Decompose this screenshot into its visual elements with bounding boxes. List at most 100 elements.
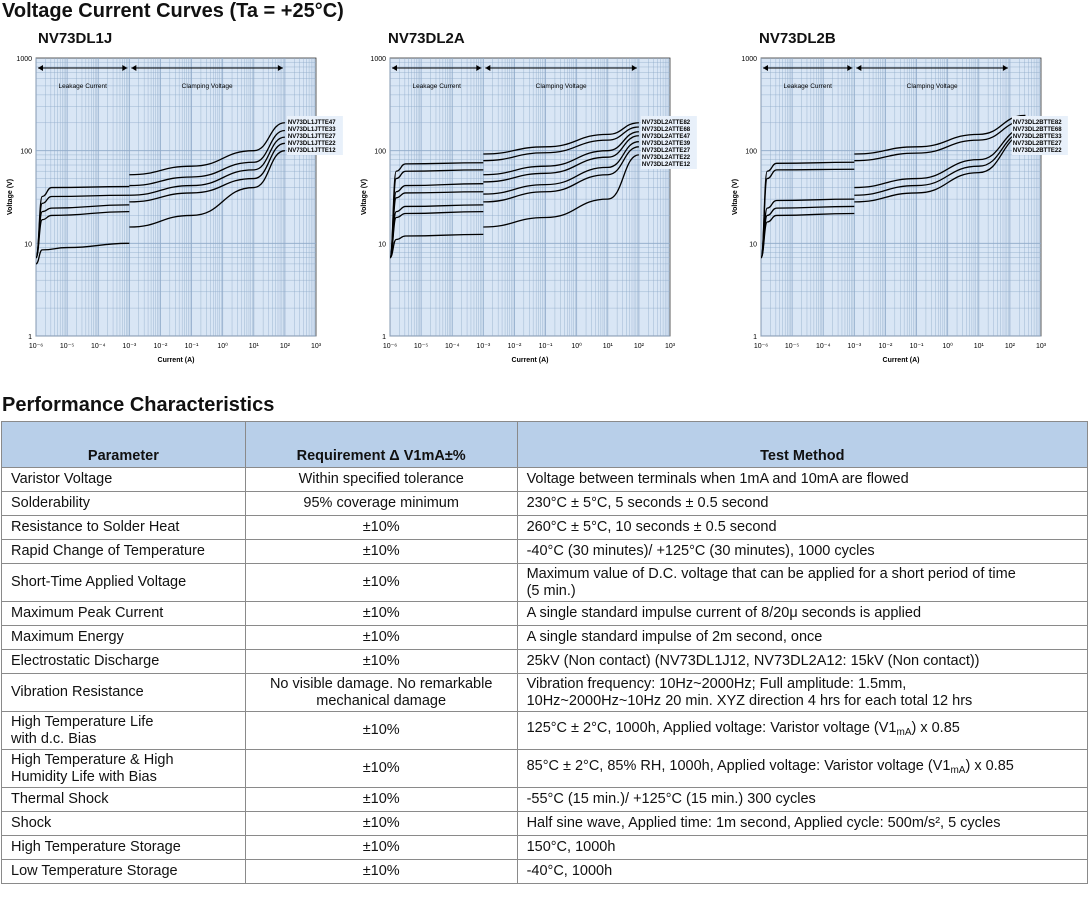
chart-nv73dl1j: NV73DL1J Leakage Current Clamping Voltage… bbox=[0, 30, 343, 376]
arrow-head bbox=[392, 65, 397, 71]
x-tick-label: 10⁻⁴ bbox=[816, 343, 831, 350]
y-tick-label: 1000 bbox=[370, 56, 386, 63]
legend-box bbox=[1011, 116, 1068, 155]
arrow-head bbox=[485, 65, 491, 71]
arrow-head bbox=[856, 65, 862, 71]
x-tick-label: 10⁻³ bbox=[122, 343, 136, 350]
x-tick-label: 10¹ bbox=[603, 343, 614, 350]
cell-text: 230°C ± 5°C, 5 seconds ± 0.5 second bbox=[526, 495, 769, 511]
y-tick-label: 10 bbox=[24, 241, 32, 248]
cell-test-method: Vibration frequency: 10Hz~2000Hz; Full a… bbox=[516, 673, 1089, 712]
cell-requirement: ±10% bbox=[244, 515, 518, 540]
cell-test-method: -40°C (30 minutes)/ +125°C (30 minutes),… bbox=[516, 539, 1089, 564]
cell-text: Rapid Change of Temperature bbox=[11, 543, 205, 559]
x-tick-label: 10⁻⁶ bbox=[383, 343, 397, 350]
legend-entry: NV73DL2BTTE68 bbox=[1013, 127, 1062, 133]
chart-title: NV73DL1J bbox=[38, 30, 113, 47]
performance-table: Parameter Requirement Δ V1mA±% Test Meth… bbox=[1, 421, 1089, 884]
legend-entry: NV73DL2ATTE47 bbox=[642, 134, 691, 140]
series-line bbox=[854, 131, 1026, 196]
subscript-text: mA bbox=[950, 765, 966, 776]
cell-test-method: Voltage between terminals when 1mA and 1… bbox=[516, 467, 1089, 492]
cell-text: with d.c. Bias bbox=[11, 730, 97, 747]
cell-text: ±10% bbox=[362, 629, 400, 645]
cell-text: ±10% bbox=[362, 839, 400, 855]
series-line bbox=[760, 212, 855, 259]
cell-requirement: ±10% bbox=[244, 811, 518, 836]
legend-entry: NV73DL2ATTE22 bbox=[642, 155, 691, 161]
series-line bbox=[129, 150, 286, 228]
cell-requirement: ±10% bbox=[244, 601, 518, 626]
cell-test-method: -40°C, 1000h bbox=[516, 859, 1089, 884]
y-tick-label: 10 bbox=[378, 241, 386, 248]
arrow-head bbox=[122, 65, 128, 71]
cell-requirement: ±10% bbox=[244, 787, 518, 812]
x-tick-label: 10⁻² bbox=[154, 343, 168, 350]
x-tick-label: 10¹ bbox=[249, 343, 260, 350]
cell-text: No visible damage. No remarkable bbox=[269, 675, 493, 692]
cell-text: -55°C (15 min.)/ +125°C (15 min.) 300 cy… bbox=[526, 791, 816, 807]
x-tick-label: 10³ bbox=[311, 343, 322, 350]
table-row: Resistance to Solder Heat ±10% 260°C ± 5°C… bbox=[1, 515, 1089, 540]
arrow-head bbox=[131, 65, 137, 71]
series-line bbox=[483, 146, 639, 203]
y-tick-label: 100 bbox=[374, 149, 386, 156]
table-row: Vibration Resistance No visible damage. N… bbox=[1, 673, 1089, 712]
legend-entry: NV73DL2ATTE82 bbox=[642, 120, 691, 126]
x-tick-label: 10⁻² bbox=[508, 343, 522, 350]
legend-entry: NV73DL2ATTE27 bbox=[642, 148, 691, 154]
series-line bbox=[389, 210, 484, 259]
cell-requirement: ±10% bbox=[244, 539, 518, 564]
y-tick-label: 10 bbox=[749, 241, 757, 248]
x-tick-label: 10⁻³ bbox=[476, 343, 490, 350]
performance-heading: Performance Characteristics bbox=[2, 394, 275, 416]
cell-text: 10Hz~2000Hz~10Hz 20 min. XYZ direction 4… bbox=[526, 692, 973, 709]
series-line bbox=[35, 210, 130, 259]
series-line bbox=[129, 122, 285, 176]
y-tick-label: 1 bbox=[28, 334, 32, 341]
series-line bbox=[483, 154, 640, 228]
arrow-head bbox=[277, 65, 283, 71]
table-row: Varistor Voltage Within specified toleran… bbox=[1, 467, 1089, 492]
cell-text: 95% coverage minimum bbox=[303, 495, 459, 511]
cell-requirement: ±10% bbox=[244, 859, 518, 884]
cell-parameter: Varistor Voltage bbox=[1, 467, 246, 492]
cell-requirement: ±10% bbox=[244, 625, 518, 650]
table-row: High Temperature Storage ±10% 150°C, 1000h bbox=[1, 835, 1089, 860]
legend-entry: NV73DL2ATTE39 bbox=[642, 141, 691, 147]
x-tick-label: 10¹ bbox=[974, 343, 985, 350]
cell-requirement: ±10% bbox=[244, 835, 518, 860]
cell-text: ±10% bbox=[362, 605, 400, 621]
legend-box bbox=[640, 116, 697, 169]
region-label: Leakage Current bbox=[58, 83, 107, 90]
table-row: Low Temperature Storage ±10% -40°C, 1000h bbox=[1, 859, 1089, 884]
legend-entry: NV73DL1JTTE33 bbox=[288, 127, 336, 133]
cell-test-method: A single standard impulse of 2m second, … bbox=[516, 625, 1089, 650]
series-line bbox=[129, 129, 286, 187]
x-tick-label: 10² bbox=[280, 343, 291, 350]
cell-parameter: Resistance to Solder Heat bbox=[1, 515, 246, 540]
x-tick-label: 10⁻⁴ bbox=[445, 343, 460, 350]
cell-text: ±10% bbox=[362, 653, 400, 669]
x-tick-label: 10⁻⁵ bbox=[785, 343, 799, 350]
header-requirement: Requirement Δ V1mA±% bbox=[244, 421, 518, 468]
x-tick-label: 10³ bbox=[665, 343, 676, 350]
series-line bbox=[854, 127, 1026, 189]
cell-text: ±10% bbox=[362, 863, 400, 879]
x-tick-label: 10⁻² bbox=[879, 343, 893, 350]
chart-title: NV73DL2B bbox=[759, 30, 836, 47]
table-row: Rapid Change of Temperature ±10% -40°C (30… bbox=[1, 539, 1089, 564]
table-row: Maximum Peak Current ±10% A single standar… bbox=[1, 601, 1089, 626]
cell-text: Shock bbox=[11, 815, 52, 831]
x-axis-label: Current (A) bbox=[512, 357, 549, 364]
cell-requirement: ±10% bbox=[244, 563, 518, 602]
x-tick-label: 10² bbox=[634, 343, 645, 350]
cell-text: (5 min.) bbox=[526, 582, 576, 599]
series-line bbox=[483, 141, 639, 195]
region-label: Clamping Voltage bbox=[182, 83, 233, 90]
cell-text: ) x 0.85 bbox=[965, 758, 1014, 774]
series-line bbox=[854, 120, 1026, 162]
cell-text: Vibration Resistance bbox=[11, 684, 144, 700]
series-line bbox=[35, 242, 130, 265]
cell-text: Low Temperature Storage bbox=[11, 863, 178, 879]
